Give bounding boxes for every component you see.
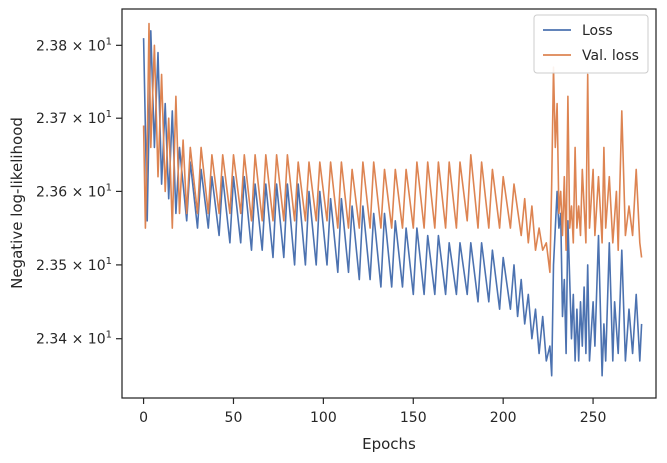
- x-tick-label: 150: [400, 410, 427, 426]
- y-tick-label: 2.37 × 101: [36, 109, 112, 127]
- y-axis: 2.34 × 101 2.35 × 101 2.36 × 101 2.37 × 101…: [36, 36, 122, 348]
- x-axis: 0 50 100 150 200 250: [139, 398, 606, 426]
- x-tick-label: 250: [580, 410, 607, 426]
- series-line-1: [142, 22, 643, 274]
- x-tick-label: 200: [490, 410, 517, 426]
- series-line-0: [142, 30, 643, 377]
- y-axis-label: Negative log-likelihood: [8, 117, 26, 289]
- y-tick-label: 2.34 × 101: [36, 330, 112, 348]
- x-tick-label: 50: [225, 410, 243, 426]
- y-tick-label: 2.36 × 101: [36, 182, 112, 200]
- x-tick-label: 100: [310, 410, 337, 426]
- plot-frame: [121, 8, 657, 399]
- legend: Loss Val. loss: [533, 14, 649, 74]
- y-tick-label: 2.35 × 101: [36, 256, 112, 274]
- y-tick-label: 2.38 × 101: [36, 36, 112, 54]
- series-layer: [142, 22, 643, 377]
- x-tick-label: 0: [139, 410, 148, 426]
- legend-label-loss: Loss: [582, 23, 613, 39]
- x-axis-label: Epochs: [362, 435, 416, 453]
- legend-label-val-loss: Val. loss: [582, 48, 639, 64]
